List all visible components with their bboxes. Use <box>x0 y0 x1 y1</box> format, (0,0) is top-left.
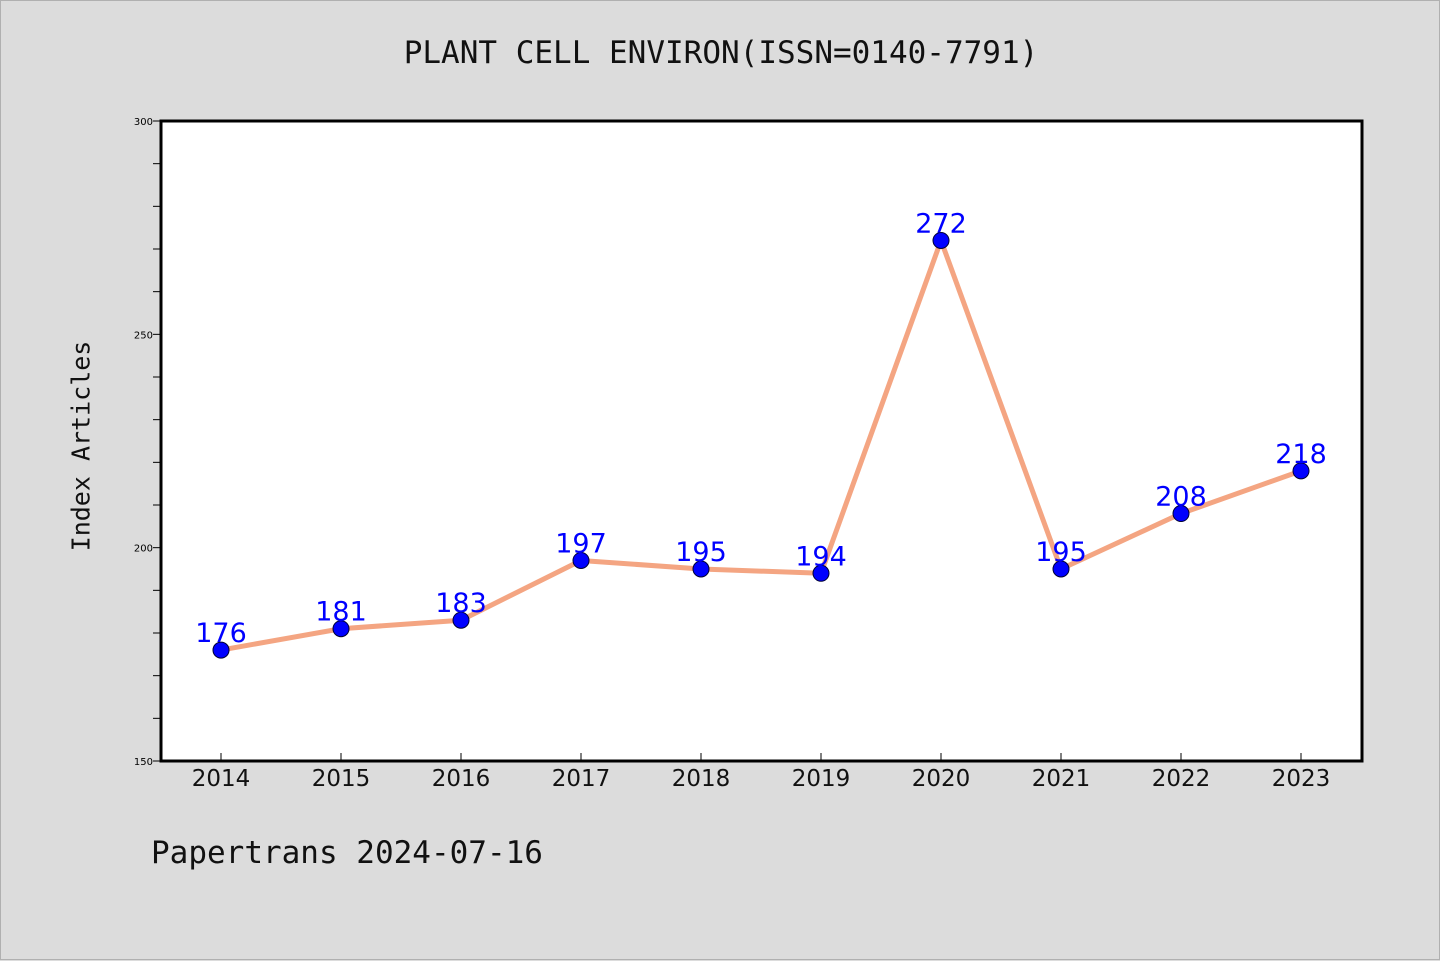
data-point <box>932 231 950 249</box>
data-label: 197 <box>555 528 607 559</box>
data-point <box>332 620 350 638</box>
x-tick-label: 2016 <box>432 766 491 792</box>
series-line <box>218 237 1304 653</box>
data-label: 176 <box>195 618 247 649</box>
data-label: 195 <box>675 537 727 568</box>
x-tick-label: 2015 <box>312 766 371 792</box>
data-label: 183 <box>435 588 487 619</box>
footer-text: Papertrans 2024-07-16 <box>151 835 543 871</box>
y-tick-label: 250 <box>134 330 153 341</box>
x-tick-label: 2019 <box>792 766 851 792</box>
data-point <box>1292 462 1310 480</box>
markers-group <box>212 231 1310 659</box>
data-label: 208 <box>1155 482 1207 513</box>
series-line-group <box>218 237 1304 653</box>
x-tick-label: 2017 <box>552 766 611 792</box>
data-point <box>452 611 470 629</box>
data-label: 194 <box>795 541 847 572</box>
x-tick-label: 2023 <box>1272 766 1331 792</box>
y-axis-label: Index Articles <box>66 340 96 552</box>
data-point <box>212 641 230 659</box>
y-tick-label: 200 <box>134 544 153 555</box>
data-point <box>1172 505 1190 523</box>
x-tick-label: 2020 <box>912 766 971 792</box>
plot-frame <box>159 119 1364 763</box>
y-tick-label: 150 <box>134 757 153 768</box>
x-axis: 2014 2015 2016 2017 2018 2019 2020 2021 2022 2023 <box>192 753 1331 792</box>
data-point <box>692 560 710 578</box>
x-tick-label: 2018 <box>672 766 731 792</box>
data-point <box>1052 560 1070 578</box>
data-point <box>572 551 590 569</box>
x-tick-label: 2021 <box>1032 766 1091 792</box>
x-tick-label: 2022 <box>1152 766 1211 792</box>
data-label: 195 <box>1035 537 1087 568</box>
data-point <box>812 564 830 582</box>
y-tick-label: 300 <box>134 117 153 128</box>
y-axis: 150 200 250 300 <box>134 117 161 768</box>
data-label: 272 <box>915 208 967 239</box>
data-label: 181 <box>315 597 367 628</box>
data-label: 218 <box>1275 439 1327 470</box>
plot-area <box>161 121 1362 761</box>
data-labels-group: 176 181 183 197 195 194 272 195 208 218 <box>195 208 1327 649</box>
x-tick-label: 2014 <box>192 766 251 792</box>
chart-title: PLANT CELL ENVIRON(ISSN=0140-7791) <box>403 35 1039 71</box>
